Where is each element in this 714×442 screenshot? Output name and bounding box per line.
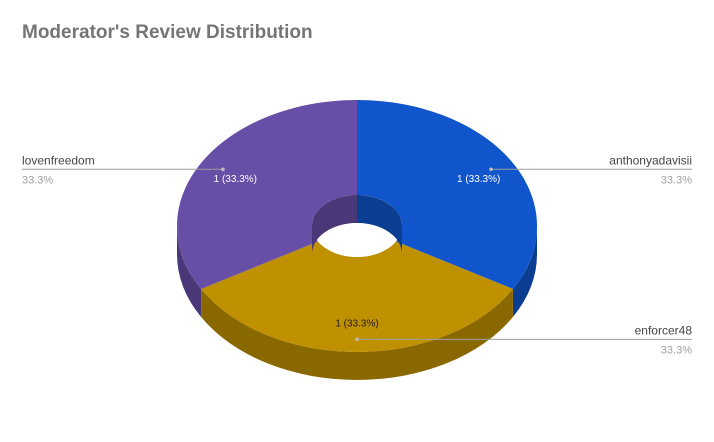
- pie-side-walls: [177, 226, 537, 380]
- slice-label-lovenfreedom: 1 (33.3%): [214, 174, 257, 185]
- callout-labels: anthonyadavisii 33.3% enforcer48 33.3% loven…: [22, 153, 692, 356]
- legend-name-enforcer48: enforcer48: [635, 323, 693, 337]
- side-wall-anthonyadavisii: [512, 226, 537, 317]
- chart-title: Moderator's Review Distribution: [22, 22, 313, 43]
- slice-label-enforcer48: 1 (33.3%): [335, 319, 378, 330]
- legend-percent-enforcer48: 33.3%: [661, 344, 692, 356]
- side-wall-lovenfreedom: [177, 226, 202, 317]
- legend-name-anthonyadavisii: anthonyadavisii: [609, 153, 692, 167]
- leader-dot-anthonyadavisii: [489, 167, 493, 172]
- leader-dot-lovenfreedom: [221, 167, 225, 172]
- legend-percent-anthonyadavisii: 33.3%: [661, 174, 692, 186]
- leader-dot-enforcer48: [355, 337, 359, 342]
- slice-label-anthonyadavisii: 1 (33.3%): [457, 174, 500, 185]
- inner-wall-lovenfreedom: [312, 195, 357, 254]
- slice-enforcer48: [201, 241, 513, 352]
- donut-hole-opening: [312, 223, 402, 257]
- donut-hole: [312, 195, 402, 257]
- legend-name-lovenfreedom: lovenfreedom: [22, 153, 95, 167]
- side-wall-enforcer48: [201, 289, 513, 380]
- inner-wall-anthonyadavisii: [357, 195, 402, 254]
- legend-percent-lovenfreedom: 33.3%: [22, 174, 53, 186]
- slice-labels: 1 (33.3%) 1 (33.3%) 1 (33.3%): [214, 174, 501, 330]
